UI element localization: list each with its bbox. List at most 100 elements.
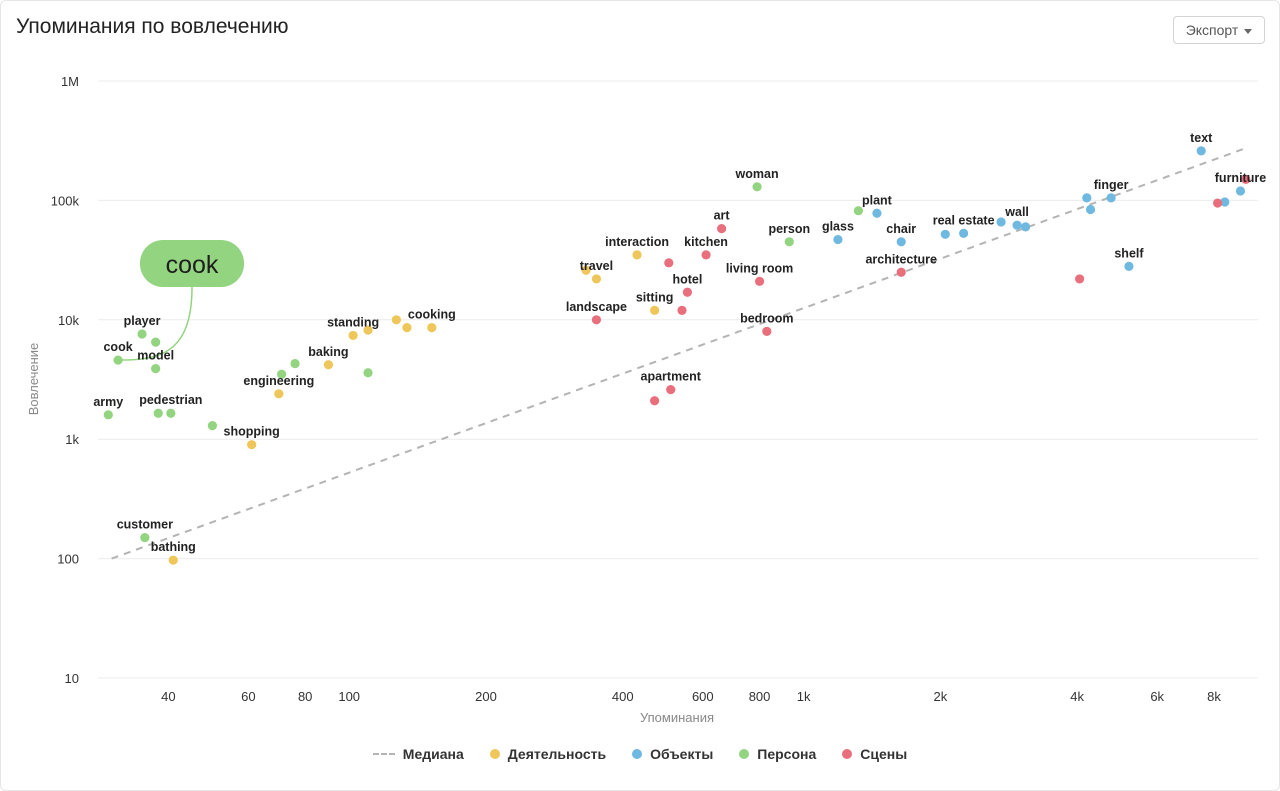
- x-tick-label: 100: [338, 689, 360, 704]
- data-point-interaction[interactable]: [632, 250, 642, 260]
- data-point-persona[interactable]: [151, 337, 161, 347]
- y-axis: 10 100 1k 10k 100k 1M: [51, 74, 80, 686]
- data-point-scenes[interactable]: [1241, 174, 1251, 184]
- legend-item[interactable]: Сцены: [842, 746, 907, 762]
- data-point-apartment[interactable]: [666, 385, 676, 395]
- data-point-activity[interactable]: [363, 325, 373, 335]
- export-button[interactable]: Экспорт: [1173, 16, 1265, 44]
- data-point-persona[interactable]: [290, 358, 300, 369]
- x-tick-label: 4k: [1070, 689, 1084, 704]
- data-point-bedroom[interactable]: [762, 326, 772, 336]
- data-point-scenes[interactable]: [677, 305, 687, 315]
- data-point-cook[interactable]: [113, 355, 123, 365]
- data-point-architecture[interactable]: [896, 267, 906, 277]
- data-point-model[interactable]: [151, 364, 161, 374]
- data-point-engineering[interactable]: [274, 389, 284, 399]
- point-label: real estate: [933, 213, 995, 227]
- data-point-travel[interactable]: [591, 274, 602, 284]
- point-label: plant: [862, 193, 893, 207]
- legend-item[interactable]: Деятельность: [489, 746, 607, 762]
- data-point-person[interactable]: [784, 237, 794, 247]
- data-point-bathing[interactable]: [168, 555, 178, 565]
- chevron-down-icon: [1244, 28, 1253, 34]
- point-label: landscape: [566, 300, 627, 314]
- data-point-glass[interactable]: [833, 234, 843, 245]
- data-point-activity[interactable]: [402, 323, 412, 333]
- data-point-army[interactable]: [103, 410, 113, 420]
- point-label: engineering: [243, 374, 314, 388]
- y-tick-label: 100k: [51, 193, 80, 208]
- point-label: customer: [117, 518, 173, 532]
- x-tick-label: 60: [241, 689, 255, 704]
- data-point-kitchen[interactable]: [701, 250, 711, 260]
- data-point-scenes[interactable]: [1075, 274, 1085, 284]
- data-point-persona[interactable]: [853, 206, 863, 216]
- data-point-shopping[interactable]: [247, 440, 257, 450]
- point-label: glass: [822, 220, 854, 234]
- data-point-cooking[interactable]: [427, 323, 437, 333]
- data-point-customer[interactable]: [140, 532, 150, 543]
- legend-label: Персона: [757, 746, 817, 762]
- data-point-objects[interactable]: [940, 229, 950, 239]
- data-point-pedestrian[interactable]: [166, 408, 176, 418]
- data-point-objects[interactable]: [1082, 193, 1092, 203]
- data-point-wall[interactable]: [1012, 220, 1022, 230]
- data-point-standing[interactable]: [348, 330, 358, 341]
- data-point-finger[interactable]: [1106, 193, 1116, 203]
- tooltip-layer: cook: [118, 240, 244, 361]
- y-tick-label: 10: [65, 671, 79, 686]
- tooltip-connector: [118, 286, 193, 361]
- data-point-chair[interactable]: [896, 237, 906, 247]
- point-label: cook: [103, 340, 132, 354]
- data-point-shelf[interactable]: [1124, 261, 1134, 272]
- legend-label: Объекты: [650, 746, 714, 762]
- y-axis-title: Вовлечение: [26, 343, 41, 416]
- legend-item[interactable]: Персона: [739, 746, 816, 762]
- legend-item[interactable]: Медиана: [372, 746, 464, 762]
- legend-item[interactable]: Объекты: [632, 746, 713, 762]
- data-point-persona[interactable]: [363, 368, 373, 378]
- data-point-persona[interactable]: [153, 408, 163, 418]
- point-label: art: [714, 209, 731, 223]
- data-point-scenes[interactable]: [650, 396, 660, 406]
- data-point-persona[interactable]: [277, 369, 287, 379]
- point-label: travel: [580, 259, 613, 273]
- data-point-objects[interactable]: [1020, 222, 1031, 232]
- data-point-persona[interactable]: [207, 420, 218, 431]
- data-point-activity[interactable]: [581, 265, 591, 275]
- point-label: woman: [735, 167, 779, 181]
- data-point-activity[interactable]: [391, 315, 401, 325]
- data-point-objects[interactable]: [1085, 204, 1096, 215]
- data-point-player[interactable]: [137, 329, 147, 339]
- legend-label: Деятельность: [507, 746, 607, 762]
- point-label: bedroom: [740, 311, 793, 325]
- point-label: baking: [308, 345, 348, 359]
- data-point-landscape[interactable]: [591, 315, 602, 325]
- data-point-scenes[interactable]: [1213, 198, 1223, 208]
- data-point-text[interactable]: [1196, 146, 1206, 156]
- data-point-furniture[interactable]: [1235, 186, 1246, 196]
- data-point-sitting[interactable]: [650, 305, 660, 315]
- data-point-real estate[interactable]: [959, 228, 969, 238]
- data-point-plant[interactable]: [872, 208, 882, 218]
- point-label: hotel: [672, 272, 702, 286]
- data-point-objects[interactable]: [1220, 197, 1230, 207]
- data-point-art[interactable]: [717, 224, 727, 234]
- data-point-objects[interactable]: [996, 217, 1006, 227]
- x-tick-label: 1k: [797, 689, 811, 704]
- legend-label: Сцены: [860, 746, 908, 762]
- x-tick-label: 6k: [1150, 689, 1164, 704]
- data-point-woman[interactable]: [752, 182, 762, 192]
- point-label: living room: [726, 261, 793, 275]
- data-point-scenes[interactable]: [664, 258, 674, 268]
- legend-label: Медиана: [402, 746, 464, 762]
- point-label: player: [124, 314, 161, 328]
- y-tick-label: 10k: [58, 313, 79, 328]
- y-tick-label: 1k: [65, 432, 79, 447]
- point-label: shelf: [1114, 246, 1144, 260]
- point-label: bathing: [151, 540, 196, 554]
- data-point-living room[interactable]: [754, 276, 765, 286]
- y-tick-label: 100: [57, 552, 79, 567]
- data-point-hotel[interactable]: [682, 287, 693, 297]
- data-point-baking[interactable]: [323, 360, 334, 370]
